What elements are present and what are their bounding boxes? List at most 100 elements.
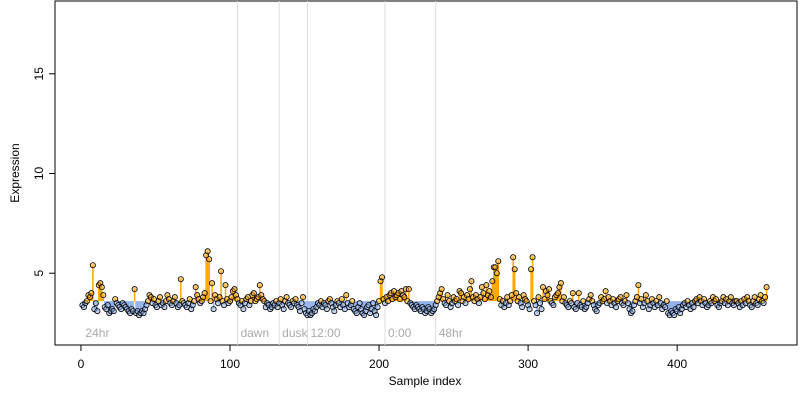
point (624, 300, 631, 307)
point (529, 254, 536, 261)
point (98, 284, 105, 291)
point (298, 300, 305, 307)
point (210, 306, 217, 313)
point (444, 292, 451, 299)
point (156, 294, 163, 301)
point (349, 298, 356, 305)
point (538, 306, 545, 313)
point (528, 266, 535, 273)
point (292, 296, 299, 303)
point (462, 300, 469, 307)
point (754, 302, 761, 309)
point (629, 308, 636, 315)
point (554, 290, 561, 297)
point (331, 308, 338, 315)
point (206, 256, 213, 263)
point (760, 300, 767, 307)
point (569, 290, 576, 297)
point (240, 306, 247, 313)
point (379, 274, 386, 281)
point (510, 254, 517, 261)
point (110, 308, 117, 315)
point (690, 304, 697, 311)
point (513, 290, 520, 297)
point (587, 292, 594, 299)
point (727, 294, 734, 301)
point (177, 276, 184, 283)
point (83, 298, 90, 305)
point (104, 302, 111, 309)
y-tick-label: 10 (32, 167, 46, 181)
point (458, 290, 465, 297)
section-label: 0:00 (388, 326, 412, 340)
x-axis-label: Sample index (389, 374, 462, 388)
point (283, 294, 290, 301)
point (88, 290, 95, 297)
section-label: 24hr (85, 326, 109, 340)
point (370, 300, 377, 307)
y-tick-label: 5 (32, 270, 46, 277)
point (511, 266, 518, 273)
point (535, 294, 542, 301)
x-tick-label: 0 (78, 357, 85, 371)
point (541, 296, 548, 303)
point (338, 296, 345, 303)
point (671, 312, 678, 319)
point (475, 300, 482, 307)
point (131, 286, 138, 293)
point (602, 288, 609, 295)
point (487, 294, 494, 301)
point (280, 306, 287, 313)
point (256, 282, 263, 289)
point (100, 292, 107, 299)
point (663, 298, 670, 305)
point (92, 300, 99, 307)
point (748, 304, 755, 311)
point (343, 292, 350, 299)
point (356, 300, 363, 307)
section-label: 48hr (439, 326, 463, 340)
point (593, 308, 600, 315)
point (617, 294, 624, 301)
y-axis-label: Expression (8, 143, 22, 202)
point (550, 302, 557, 309)
point (481, 296, 488, 303)
point (466, 286, 473, 293)
point (492, 264, 499, 271)
point (762, 294, 769, 301)
point (493, 270, 500, 277)
point (468, 278, 475, 285)
point (575, 290, 582, 297)
point (572, 306, 579, 313)
point (642, 292, 649, 299)
point (656, 294, 663, 301)
point (438, 286, 445, 293)
point (526, 306, 533, 313)
point (222, 282, 229, 289)
point (171, 294, 178, 301)
point (455, 302, 462, 309)
point (192, 284, 199, 291)
point (534, 310, 541, 317)
point (401, 294, 408, 301)
point (204, 248, 211, 255)
point (216, 294, 223, 301)
point (89, 262, 96, 269)
point (250, 290, 257, 297)
point (544, 292, 551, 299)
x-tick-label: 400 (667, 357, 687, 371)
point (218, 268, 225, 275)
point (565, 304, 572, 311)
point (161, 304, 168, 311)
point (201, 290, 208, 297)
point (486, 288, 493, 295)
y-tick-label: 15 (32, 67, 46, 81)
point (483, 282, 490, 289)
x-tick-label: 200 (369, 357, 389, 371)
point (300, 294, 307, 301)
point (495, 258, 502, 265)
point (763, 284, 770, 291)
section-label: 12:00 (311, 326, 341, 340)
